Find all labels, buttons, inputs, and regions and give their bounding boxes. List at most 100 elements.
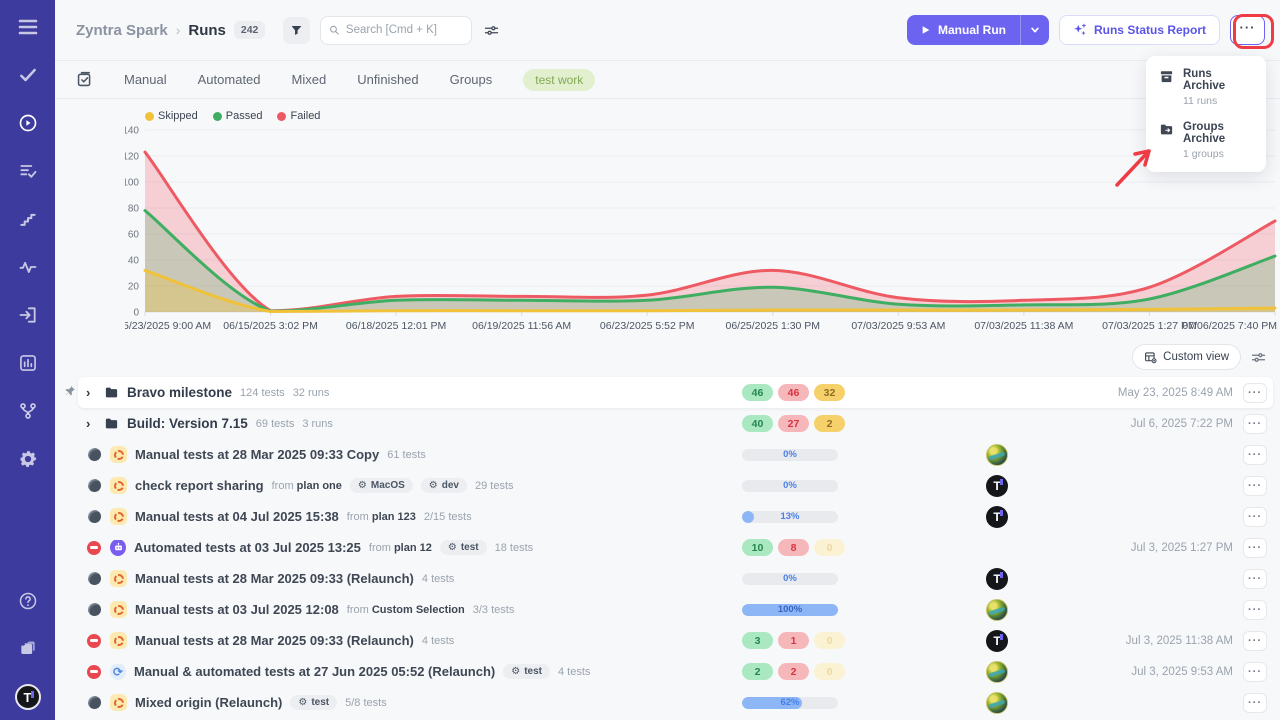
- run-row[interactable]: Manual tests at 28 Mar 2025 09:33 (Relau…: [78, 563, 1273, 594]
- menu-icon[interactable]: [15, 14, 41, 40]
- select-runs-icon[interactable]: [76, 71, 93, 88]
- in-progress-status-icon: [86, 571, 102, 587]
- breadcrumb-project[interactable]: Zyntra Spark: [76, 21, 168, 39]
- run-source-plan[interactable]: plan one: [296, 479, 342, 492]
- row-more-button[interactable]: ···: [1243, 382, 1267, 403]
- sidebar-item-settings[interactable]: [15, 446, 41, 472]
- row-avatar-cell: [922, 598, 1072, 621]
- env-badge[interactable]: ⚙ test: [439, 540, 487, 555]
- run-row[interactable]: Manual tests at 28 Mar 2025 09:33 Copy 61…: [78, 439, 1273, 470]
- custom-view-button[interactable]: Custom view: [1132, 344, 1241, 370]
- run-row[interactable]: Manual tests at 28 Mar 2025 09:33 (Relau…: [78, 625, 1273, 656]
- run-source-plan[interactable]: Custom Selection: [371, 603, 465, 616]
- env-badge[interactable]: ⚙ test: [290, 695, 338, 710]
- manual-run-dropdown-toggle[interactable]: [1019, 15, 1049, 45]
- group-row[interactable]: › Bravo milestone 124 tests 32 runs 46 46 32 Ma…: [65, 377, 1273, 408]
- row-more-button[interactable]: ···: [1243, 661, 1267, 682]
- row-more-button[interactable]: ···: [1243, 475, 1267, 496]
- assignee-avatar-planet[interactable]: [986, 660, 1008, 683]
- tab-automated[interactable]: Automated: [197, 72, 261, 87]
- group-title[interactable]: Build: Version 7.15: [127, 416, 248, 431]
- expand-chevron-icon[interactable]: ›: [86, 416, 91, 431]
- sidebar-item-milestones[interactable]: [15, 206, 41, 232]
- run-row[interactable]: Mixed origin (Relaunch) ⚙ test 5/8 tests 62%…: [78, 687, 1273, 718]
- group-title[interactable]: Bravo milestone: [127, 385, 233, 400]
- row-more-button[interactable]: ···: [1243, 568, 1267, 589]
- sidebar-item-runs[interactable]: [15, 110, 41, 136]
- in-progress-status-icon: [86, 509, 102, 525]
- run-row[interactable]: Manual tests at 04 Jul 2025 15:38 from pl…: [78, 501, 1273, 532]
- env-badge[interactable]: ⚙ MacOS: [349, 478, 413, 493]
- env-label: MacOS: [370, 480, 405, 491]
- run-row[interactable]: Manual tests at 03 Jul 2025 12:08 from Cu…: [78, 594, 1273, 625]
- row-more-button[interactable]: ···: [1243, 413, 1267, 434]
- row-more-button[interactable]: ···: [1243, 630, 1267, 651]
- filter-button[interactable]: [283, 16, 311, 44]
- manual-run-icon: [110, 601, 127, 618]
- assignee-avatar-t[interactable]: T: [986, 629, 1008, 652]
- run-row[interactable]: ⟳ Manual & automated tests at 27 Jun 2025…: [78, 656, 1273, 687]
- search-box[interactable]: [320, 15, 473, 45]
- manual-run-split-button: Manual Run: [906, 15, 1049, 45]
- row-title-cell: Manual tests at 04 Jul 2025 15:38 from pl…: [78, 508, 742, 525]
- run-meta: 18 tests: [494, 541, 534, 554]
- env-badge[interactable]: ⚙ dev: [420, 478, 467, 493]
- search-settings-icon[interactable]: [484, 23, 499, 38]
- env-badge[interactable]: ⚙ test: [503, 664, 550, 679]
- sidebar-item-tests[interactable]: [15, 62, 41, 88]
- search-input[interactable]: [345, 24, 464, 36]
- run-title[interactable]: Manual tests at 28 Mar 2025 09:33 (Relau…: [135, 633, 414, 648]
- legend-dot: [212, 111, 222, 121]
- runs-status-report-button[interactable]: Runs Status Report: [1058, 15, 1220, 45]
- skipped-count-badge: 0: [814, 663, 845, 680]
- assignee-avatar-planet[interactable]: [986, 443, 1008, 466]
- run-title[interactable]: check report sharing: [135, 478, 264, 493]
- stacked-area-chart[interactable]: 0 20 40 60 80 100 120 140 5/23/2025 9:00 AM 06/15…: [122, 122, 1280, 334]
- assignee-avatar-planet[interactable]: [986, 598, 1008, 621]
- assignee-avatar-t[interactable]: T: [986, 567, 1008, 590]
- run-row[interactable]: Automated tests at 03 Jul 2025 13:25 from…: [78, 532, 1273, 563]
- row-more-button[interactable]: ···: [1243, 599, 1267, 620]
- run-source-plan[interactable]: plan 123: [371, 510, 416, 523]
- env-label: test: [524, 666, 542, 677]
- run-title[interactable]: Manual & automated tests at 27 Jun 2025 …: [134, 664, 496, 679]
- assignee-avatar-planet[interactable]: [986, 691, 1008, 714]
- assignee-avatar-t[interactable]: T: [986, 505, 1008, 528]
- row-more-button[interactable]: ···: [1243, 537, 1267, 558]
- sidebar-item-reports[interactable]: [15, 350, 41, 376]
- sidebar-item-plans[interactable]: [15, 158, 41, 184]
- row-more-button[interactable]: ···: [1243, 506, 1267, 527]
- run-title[interactable]: Automated tests at 03 Jul 2025 13:25: [134, 540, 361, 555]
- sidebar-item-activity[interactable]: [15, 254, 41, 280]
- sidebar-item-import[interactable]: [15, 302, 41, 328]
- area-passed: [145, 210, 1275, 312]
- row-more-button[interactable]: ···: [1243, 692, 1267, 713]
- group-row[interactable]: › Build: Version 7.15 69 tests 3 runs 40 27 2 J…: [78, 408, 1273, 439]
- run-source-plan[interactable]: plan 12: [393, 541, 432, 554]
- tab-groups[interactable]: Groups: [449, 72, 493, 87]
- list-settings-icon[interactable]: [1251, 350, 1266, 365]
- assignee-avatar-t[interactable]: T: [986, 474, 1008, 497]
- row-more-button[interactable]: ···: [1243, 444, 1267, 465]
- chevron-down-icon: [1031, 27, 1039, 33]
- sidebar-item-branches[interactable]: [15, 398, 41, 424]
- more-actions-button[interactable]: ···: [1230, 15, 1265, 45]
- progress-label: 0%: [783, 448, 797, 460]
- tab-manual[interactable]: Manual: [124, 72, 167, 87]
- run-row[interactable]: check report sharing from plan one ⚙ MacOS ⚙…: [78, 470, 1273, 501]
- help-icon[interactable]: [15, 588, 41, 614]
- run-title[interactable]: Manual tests at 04 Jul 2025 15:38: [135, 509, 339, 524]
- tab-unfinished[interactable]: Unfinished: [357, 72, 419, 87]
- expand-chevron-icon[interactable]: ›: [86, 385, 91, 400]
- tag-filter-test-work[interactable]: test work: [523, 68, 596, 91]
- menu-item-groups-archive[interactable]: Groups Archive 1 groups: [1159, 121, 1253, 160]
- run-title[interactable]: Mixed origin (Relaunch): [135, 695, 283, 710]
- tab-mixed[interactable]: Mixed: [291, 72, 327, 87]
- run-title[interactable]: Manual tests at 28 Mar 2025 09:33 Copy: [135, 447, 380, 462]
- run-title[interactable]: Manual tests at 03 Jul 2025 12:08: [135, 602, 339, 617]
- run-title[interactable]: Manual tests at 28 Mar 2025 09:33 (Relau…: [135, 571, 414, 586]
- manual-run-button[interactable]: Manual Run: [907, 15, 1020, 45]
- user-avatar[interactable]: T: [14, 684, 41, 710]
- menu-item-runs-archive[interactable]: Runs Archive 11 runs: [1159, 68, 1253, 107]
- projects-icon[interactable]: [15, 636, 41, 662]
